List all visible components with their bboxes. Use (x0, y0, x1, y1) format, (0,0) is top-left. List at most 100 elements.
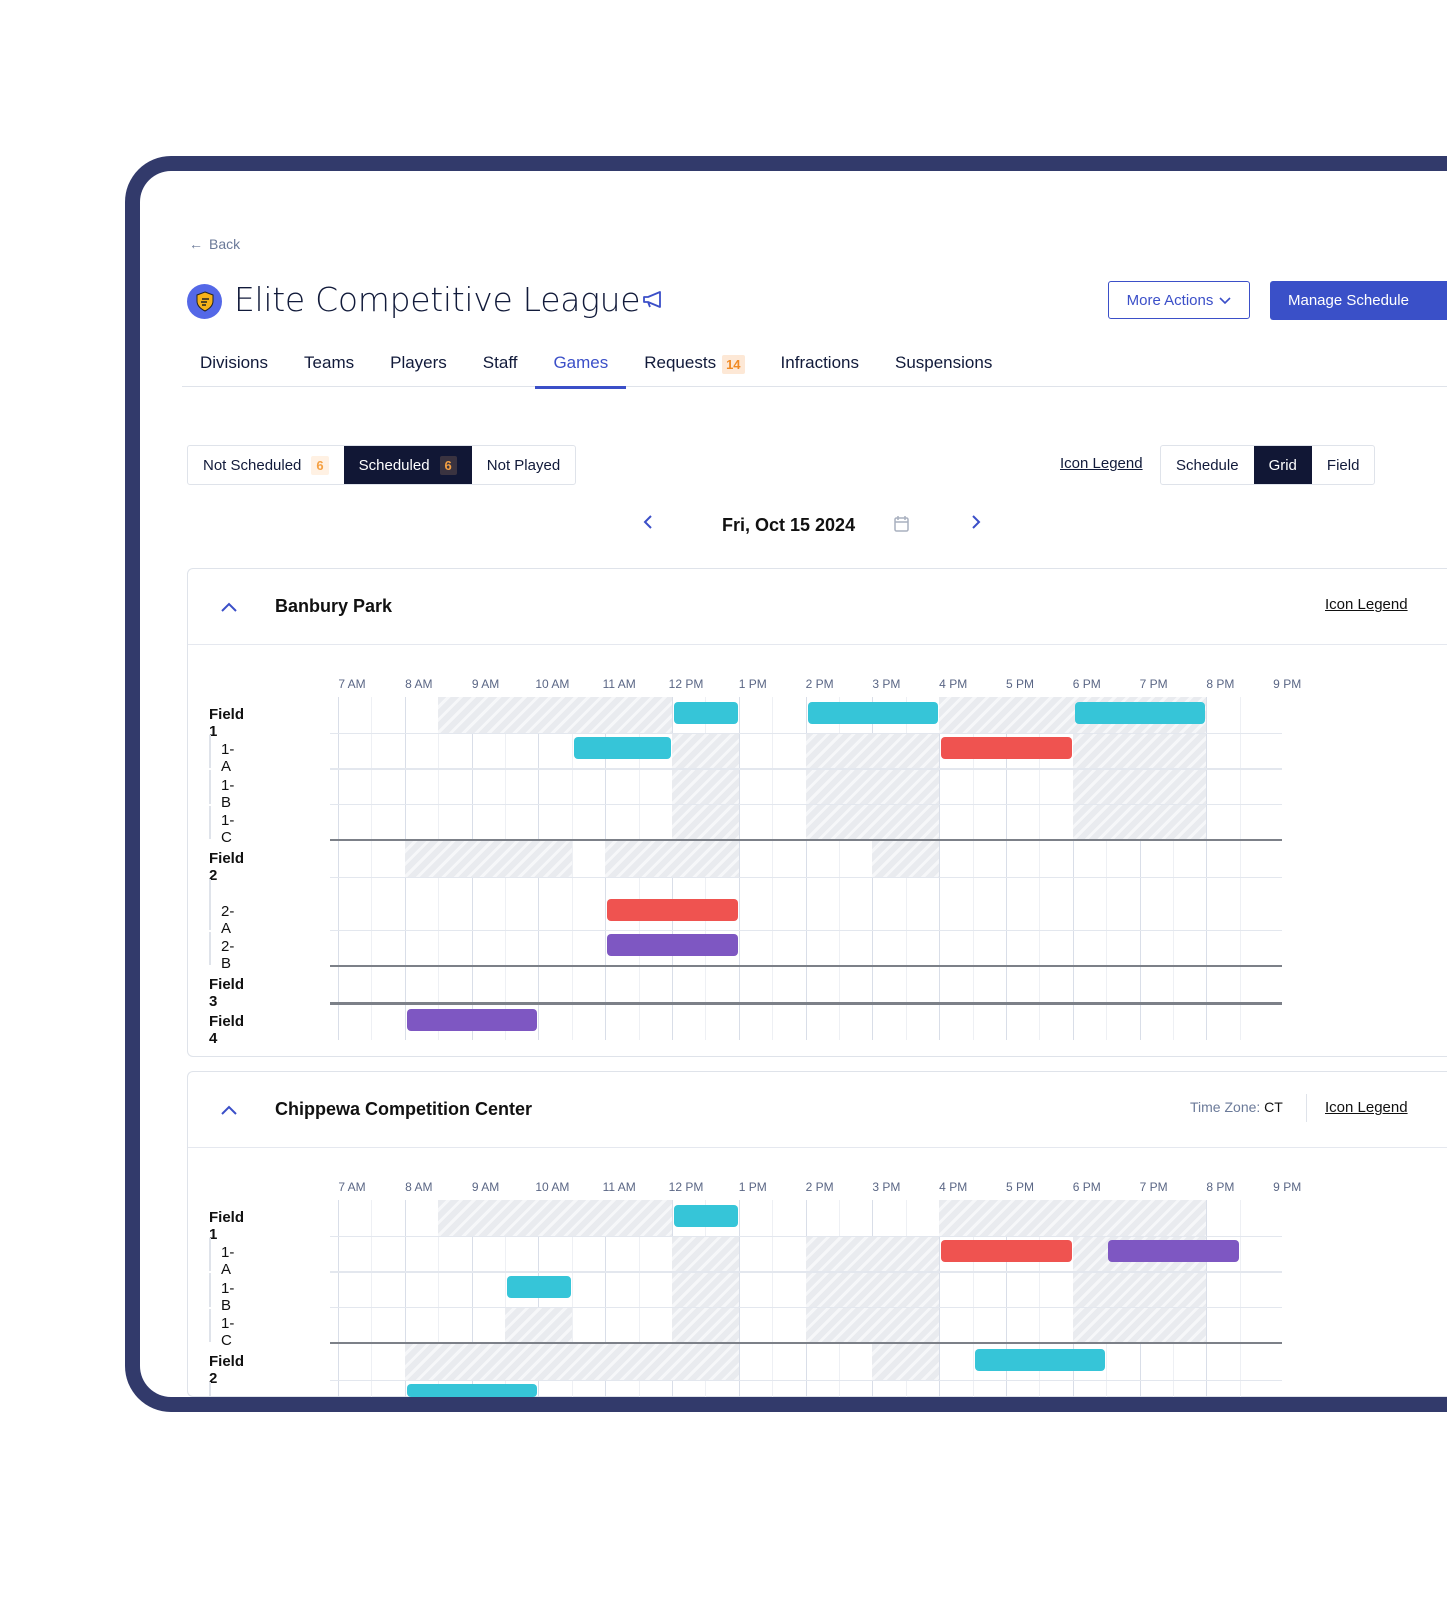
prev-day-button[interactable] (642, 514, 654, 535)
grid-line (1139, 697, 1141, 1040)
tab-games[interactable]: Games (535, 345, 627, 389)
tab-staff[interactable]: Staff (465, 345, 536, 386)
unavailable-block (404, 841, 572, 877)
game-block[interactable] (807, 701, 939, 724)
view-field[interactable]: Field (1326, 456, 1360, 474)
grid-line (1206, 697, 1208, 1040)
hour-label: 4 PM (939, 1180, 968, 1194)
filter-not-played[interactable]: Not Played (472, 446, 575, 484)
unavailable-block (805, 1235, 940, 1271)
game-block[interactable] (941, 1240, 1072, 1262)
game-block[interactable] (507, 1275, 571, 1298)
field-label: Field 2 (209, 1352, 245, 1387)
subfield-label: 1-C (221, 1315, 235, 1349)
more-actions-button[interactable]: More Actions (1108, 281, 1250, 319)
arrow-left-icon: ← (189, 236, 203, 252)
game-block[interactable] (974, 1348, 1106, 1371)
hour-label: 8 AM (405, 1180, 433, 1194)
grid-line (1239, 1200, 1241, 1397)
field-label: Field 1 (209, 705, 245, 740)
game-block[interactable] (674, 1204, 738, 1227)
game-block[interactable] (573, 737, 671, 759)
view-grid[interactable]: Grid (1253, 446, 1312, 484)
next-day-button[interactable] (970, 514, 982, 535)
grid-line (1006, 697, 1007, 1040)
hour-label: 5 PM (1005, 1180, 1035, 1194)
subfield-label: 2-B (221, 938, 235, 972)
tab-label: Requests (644, 353, 717, 372)
icon-legend-link[interactable]: Icon Legend (1325, 1099, 1408, 1116)
tab-label: Games (553, 353, 609, 372)
grid-line (571, 697, 573, 1040)
grid-line (371, 1200, 373, 1397)
manage-schedule-button[interactable]: Manage Schedule (1270, 281, 1447, 320)
filter-not-scheduled[interactable]: Not Scheduled 6 (188, 446, 344, 484)
tab-requests[interactable]: Requests 14 (626, 345, 762, 386)
divider (1306, 1094, 1307, 1122)
game-block[interactable] (406, 1009, 538, 1031)
icon-legend-link[interactable]: Icon Legend (1325, 596, 1408, 613)
grid-line (972, 1200, 974, 1397)
game-block[interactable] (674, 701, 738, 724)
grid-line (1173, 697, 1174, 1040)
icon-legend-link[interactable]: Icon Legend (1060, 455, 1143, 472)
hour-label: 12 PM (668, 677, 704, 691)
row-line (330, 1306, 1282, 1308)
game-block[interactable] (1108, 1240, 1239, 1262)
game-block[interactable] (1074, 701, 1206, 724)
hour-label: 2 PM (805, 677, 834, 691)
field-label: Field 1 (209, 1208, 245, 1243)
filter-count-badge: 6 (439, 455, 457, 475)
game-block[interactable] (607, 934, 738, 956)
subfield-group-bar (209, 1273, 211, 1307)
back-link[interactable]: ← Back (189, 236, 241, 252)
tab-teams[interactable]: Teams (286, 345, 372, 386)
grid-line (438, 1200, 440, 1397)
grid-line (505, 1200, 506, 1397)
calendar-icon[interactable] (894, 515, 909, 537)
hour-label: 6 PM (1072, 1180, 1101, 1194)
time-zone: Time Zone: CT (1190, 1099, 1283, 1115)
row-line (330, 1379, 1282, 1381)
collapse-chevron-icon[interactable] (221, 1102, 237, 1120)
grid-line (939, 1200, 941, 1397)
unavailable-block (1072, 803, 1207, 839)
unavailable-block (1072, 1271, 1207, 1307)
row-line (330, 1235, 1282, 1237)
collapse-chevron-icon[interactable] (221, 599, 237, 617)
row-line (330, 732, 1282, 734)
venue-name: Chippewa Competition Center (275, 1099, 533, 1119)
hour-label: 1 PM (738, 677, 767, 691)
tab-divisions[interactable]: Divisions (182, 345, 286, 386)
unavailable-block (1072, 768, 1207, 804)
game-block[interactable] (941, 737, 1072, 759)
filter-scheduled[interactable]: Scheduled 6 (343, 446, 472, 484)
subfield-group-bar (209, 805, 211, 839)
view-schedule[interactable]: Schedule (1176, 456, 1239, 474)
unavailable-block (404, 1344, 739, 1380)
time-zone-value: CT (1264, 1099, 1283, 1115)
hour-label: 9 AM (471, 1180, 500, 1194)
grid-line (939, 697, 941, 1040)
hour-label: 12 PM (668, 1180, 704, 1194)
grid-line (972, 697, 974, 1040)
venue-name: Banbury Park (275, 596, 393, 616)
grid-line (571, 1200, 573, 1397)
tab-bar: Divisions Teams Players Staff Games Requests 1… (182, 345, 1447, 389)
hour-label: 7 AM (338, 677, 366, 691)
unavailable-block (939, 1200, 1207, 1236)
unavailable-block (605, 841, 739, 877)
unavailable-block (872, 841, 940, 877)
subfield-label: 1-A (221, 1244, 235, 1278)
hour-label: 7 PM (1139, 677, 1168, 691)
tab-infractions[interactable]: Infractions (763, 345, 877, 386)
tab-suspensions[interactable]: Suspensions (877, 345, 1010, 386)
megaphone-icon[interactable] (642, 290, 664, 315)
game-block[interactable] (406, 1384, 538, 1397)
grid-line (538, 1200, 540, 1397)
grid-line (772, 1200, 774, 1397)
game-block[interactable] (607, 898, 738, 921)
grid-line (404, 1200, 406, 1397)
row-line (330, 876, 1282, 878)
tab-players[interactable]: Players (372, 345, 465, 386)
